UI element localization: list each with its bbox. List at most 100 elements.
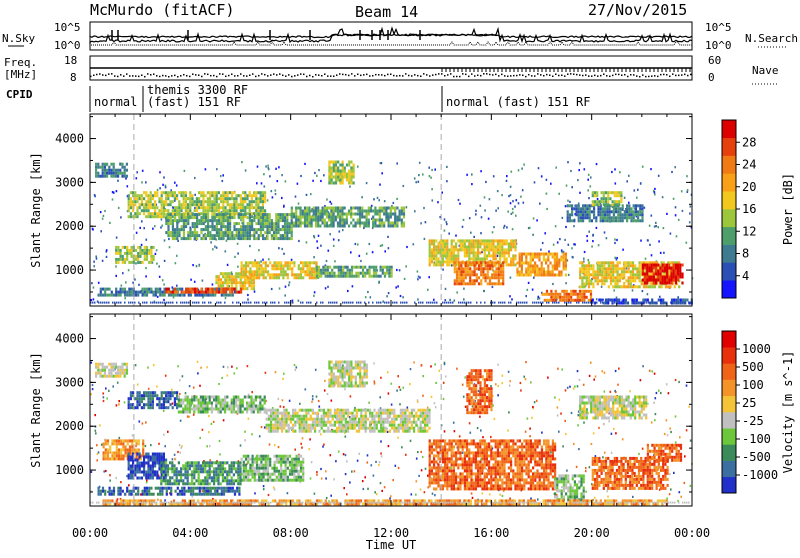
heatmap-cell — [178, 213, 180, 216]
nave-dot — [186, 75, 188, 77]
heatmap-cell — [496, 276, 498, 279]
colorbar-swatch — [722, 227, 736, 245]
heatmap-cell — [313, 210, 315, 213]
heatmap-cell — [383, 213, 385, 216]
heatmap-cell — [675, 441, 677, 443]
heatmap-cell — [552, 271, 554, 274]
heatmap-cell — [562, 445, 564, 447]
heatmap-cell — [359, 222, 361, 225]
heatmap-cell — [466, 248, 468, 251]
heatmap-cell — [104, 291, 106, 294]
heatmap-cell — [515, 215, 517, 217]
heatmap-cell — [368, 402, 370, 404]
heatmap-cell — [454, 282, 456, 285]
heatmap-cell — [627, 472, 629, 474]
heatmap-cell — [227, 294, 229, 297]
heatmap-cell — [333, 219, 335, 222]
heatmap-cell — [135, 255, 137, 258]
heatmap-cell — [650, 282, 652, 285]
heatmap-cell — [215, 275, 217, 278]
heatmap-cell — [598, 203, 600, 206]
heatmap-cell — [333, 225, 335, 228]
heatmap-cell — [649, 244, 651, 246]
nave-dot — [441, 73, 443, 75]
heatmap-cell — [454, 300, 456, 302]
heatmap-cell — [658, 240, 660, 242]
heatmap-cell — [194, 216, 196, 219]
heatmap-cell — [673, 264, 675, 267]
heatmap-cell — [492, 302, 494, 304]
heatmap-cell — [103, 396, 105, 398]
heatmap-cell — [196, 231, 198, 234]
heatmap-cell — [216, 291, 218, 294]
heatmap-cell — [304, 163, 306, 165]
heatmap-cell — [192, 216, 194, 219]
heatmap-cell — [131, 261, 133, 264]
heatmap-cell — [484, 302, 486, 304]
nave-dot — [228, 75, 230, 77]
heatmap-cell — [392, 207, 394, 210]
heatmap-cell — [455, 235, 457, 237]
heatmap-cell — [202, 209, 204, 212]
heatmap-cell — [471, 261, 473, 264]
heatmap-cell — [510, 239, 512, 242]
heatmap-cell — [498, 261, 500, 264]
heatmap-cell — [176, 222, 178, 225]
heatmap-cell — [306, 222, 308, 225]
heatmap-cell — [278, 273, 280, 276]
heatmap-cell — [536, 271, 538, 274]
heatmap-cell — [498, 282, 500, 285]
heatmap-cell — [234, 256, 236, 258]
heatmap-cell — [428, 276, 430, 278]
heatmap-cell — [366, 272, 368, 275]
heatmap-cell — [317, 210, 319, 213]
heatmap-cell — [463, 276, 465, 279]
heatmap-cell — [546, 193, 548, 195]
heatmap-cell — [404, 302, 406, 304]
heatmap-cell — [628, 202, 630, 204]
heatmap-cell — [584, 251, 586, 253]
heatmap-cell — [168, 238, 170, 240]
heatmap-cell — [161, 218, 163, 220]
heatmap-cell — [553, 293, 555, 296]
heatmap-cell — [255, 237, 257, 240]
heatmap-cell — [622, 302, 624, 304]
nave-dot — [426, 74, 428, 76]
heatmap-cell — [111, 294, 113, 297]
heatmap-cell — [115, 265, 117, 267]
heatmap-cell — [172, 291, 174, 294]
heatmap-cell — [196, 288, 198, 291]
heatmap-cell — [234, 372, 236, 374]
heatmap-cell — [644, 276, 646, 279]
heatmap-cell — [340, 275, 342, 278]
heatmap-cell — [543, 256, 545, 259]
heatmap-cell — [246, 212, 248, 215]
heatmap-cell — [262, 228, 264, 231]
heatmap-cell — [372, 210, 374, 213]
heatmap-cell — [213, 206, 215, 209]
heatmap-cell — [664, 279, 666, 282]
heatmap-cell — [429, 242, 431, 245]
heatmap-cell — [595, 279, 597, 282]
heatmap-cell — [547, 259, 549, 262]
heatmap-cell — [598, 427, 600, 429]
heatmap-cell — [113, 175, 115, 178]
heatmap-cell — [630, 285, 632, 288]
heatmap-cell — [185, 237, 187, 240]
nave-dot — [438, 73, 440, 75]
heatmap-cell — [636, 276, 638, 279]
heatmap-cell — [384, 266, 386, 269]
heatmap-cell — [271, 288, 273, 290]
heatmap-cell — [119, 172, 121, 175]
heatmap-cell — [485, 279, 487, 282]
heatmap-cell — [597, 261, 599, 264]
heatmap-cell — [445, 375, 447, 377]
heatmap-cell — [200, 291, 202, 294]
heatmap-cell — [233, 278, 235, 281]
heatmap-cell — [474, 279, 476, 282]
heatmap-cell — [222, 191, 224, 194]
heatmap-cell — [266, 216, 268, 219]
heatmap-cell — [383, 207, 385, 210]
heatmap-cell — [240, 194, 242, 197]
heatmap-cell — [391, 272, 393, 275]
